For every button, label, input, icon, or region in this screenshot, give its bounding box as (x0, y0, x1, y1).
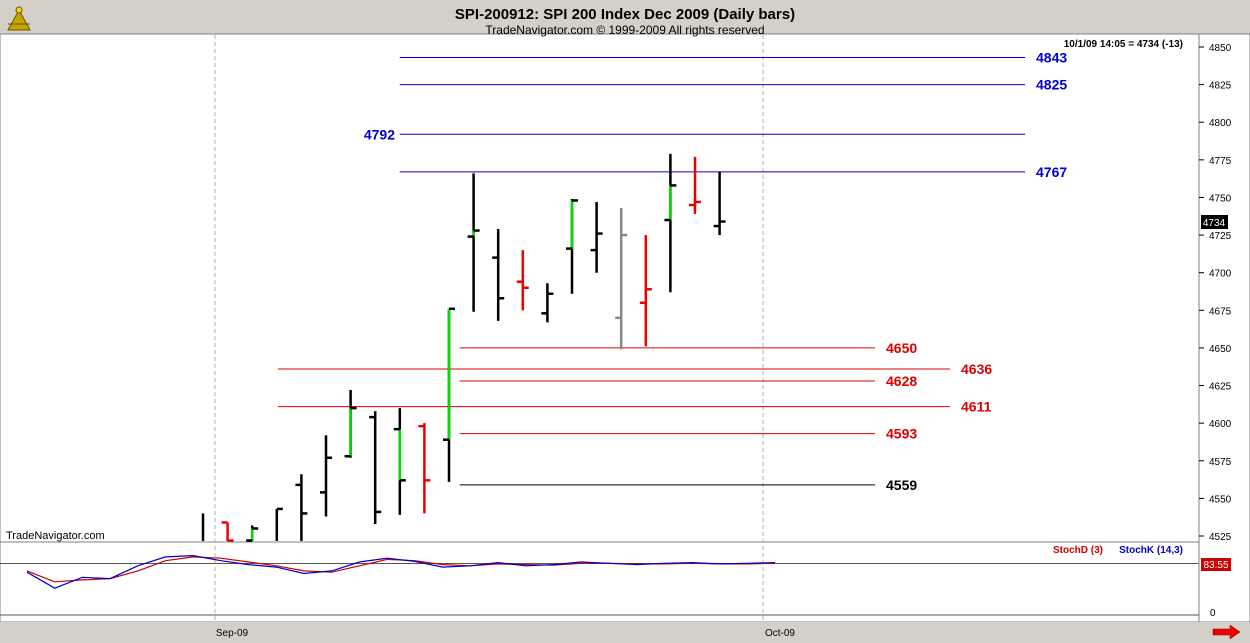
price-bar (516, 250, 529, 311)
date-label-oct: Oct-09 (765, 628, 795, 639)
level-label: 4611 (961, 399, 992, 415)
price-bar (566, 198, 578, 294)
price-tick-label: 4725 (1209, 231, 1232, 242)
price-tick-label: 4525 (1209, 532, 1232, 543)
price-bar (443, 307, 455, 482)
price-tick-label: 4800 (1209, 118, 1232, 129)
price-tick-label: 4700 (1209, 269, 1232, 280)
price-tick-label: 4625 (1209, 382, 1232, 393)
stoch-value-label: 83.55 (1203, 560, 1228, 571)
price-bar (689, 156, 701, 215)
chart-subtitle: TradeNavigator.com © 1999-2009 All right… (485, 23, 764, 37)
price-bar (393, 408, 406, 515)
price-bar (590, 201, 603, 273)
price-levels: 4843 4825 4792 4767 4650 4636 4628 4611 4593 4559 (277, 50, 1067, 493)
stochd-label: StochD (3) (1053, 545, 1103, 556)
price-bar (246, 525, 259, 542)
price-tick-label: 4825 (1209, 81, 1232, 92)
stochastic-panel[interactable] (0, 541, 1200, 623)
price-tick-label: 4675 (1209, 306, 1232, 317)
price-bar (541, 283, 554, 323)
price-bar (713, 171, 726, 236)
price-bar (467, 173, 480, 312)
price-bar (320, 435, 332, 517)
price-bar (418, 423, 431, 514)
price-tick-label: 4750 (1209, 193, 1232, 204)
price-tick-label: 4650 (1209, 344, 1232, 355)
price-bar (369, 411, 382, 524)
level-label: 4593 (886, 426, 917, 442)
price-bar (275, 507, 283, 541)
price-tick-label: 4550 (1209, 494, 1232, 505)
level-label: 4825 (1036, 77, 1067, 93)
price-axis-panel (1198, 33, 1250, 623)
price-tick-label: 4775 (1209, 156, 1232, 167)
stochk-label: StochK (14,3) (1119, 545, 1183, 556)
level-label: 4843 (1036, 50, 1067, 66)
date-axis-panel (0, 622, 1250, 643)
level-label: 4650 (886, 340, 917, 356)
price-tick-label: 4600 (1209, 419, 1232, 430)
level-label: 4559 (886, 477, 917, 493)
last-price-label: 4734 (1203, 218, 1226, 229)
level-label: 4792 (364, 126, 395, 142)
stochastic-lines (0, 554, 1199, 616)
price-bar (492, 229, 505, 321)
scroll-right-arrow-icon[interactable] (1212, 624, 1241, 640)
price-bar (639, 235, 652, 347)
price-bar (295, 474, 308, 541)
stoch-zero-label: 0 (1210, 608, 1216, 619)
main-plot-area[interactable] (0, 33, 1200, 543)
price-tick-label: 4575 (1209, 457, 1232, 468)
price-bar (664, 153, 677, 293)
header-icon[interactable] (5, 6, 33, 32)
price-bars (201, 153, 726, 542)
price-bar (344, 390, 357, 458)
level-label: 4767 (1036, 164, 1067, 180)
level-label: 4628 (886, 373, 917, 389)
quote-readout: 10/1/09 14:05 = 4734 (-13) (1064, 39, 1183, 50)
level-label: 4636 (961, 361, 992, 377)
stochk-line (26, 554, 776, 589)
last-price-tag (1201, 215, 1228, 229)
watermark: TradeNavigator.com (6, 530, 105, 542)
price-tick-label: 4850 (1209, 43, 1232, 54)
price-bar (615, 207, 628, 350)
price-bar (221, 521, 234, 542)
stoch-value-tag (1201, 558, 1231, 571)
price-axis-ticks: 4850 4825 4800 4775 4750 4725 4700 4675 4650 4625… (1199, 43, 1232, 543)
date-label-sep: Sep-09 (216, 628, 249, 639)
chart-title: SPI-200912: SPI 200 Index Dec 2009 (Dail… (455, 6, 795, 23)
